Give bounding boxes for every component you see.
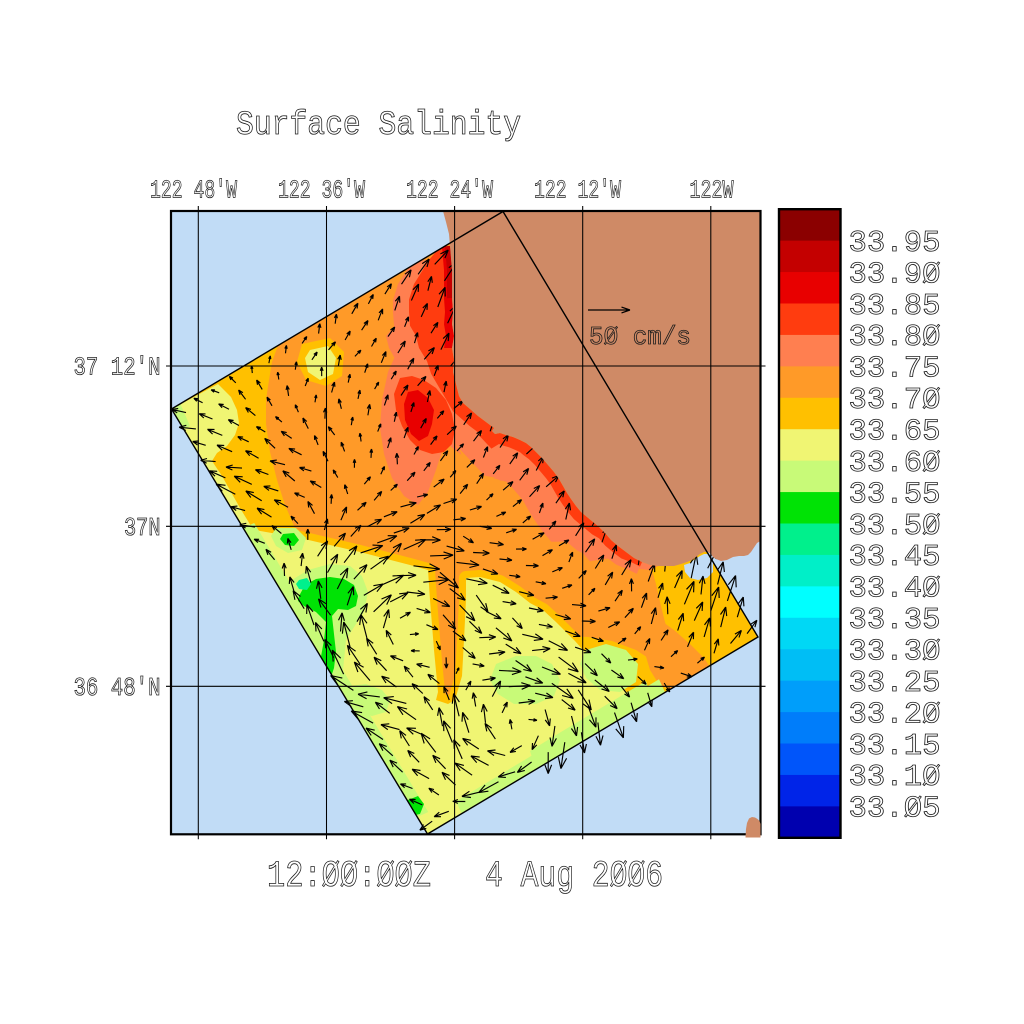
svg-text:33.55: 33.55 bbox=[849, 477, 941, 512]
svg-text:33.5Ø: 33.5Ø bbox=[849, 509, 941, 544]
svg-text:33.95: 33.95 bbox=[849, 226, 941, 261]
svg-text:33.8Ø: 33.8Ø bbox=[849, 320, 941, 355]
svg-text:33.75: 33.75 bbox=[849, 352, 941, 387]
svg-text:4 Aug 2ØØ6: 4 Aug 2ØØ6 bbox=[485, 856, 663, 898]
svg-text:33.Ø5: 33.Ø5 bbox=[849, 792, 941, 827]
svg-text:36 48'N: 36 48'N bbox=[74, 673, 161, 703]
svg-text:37 12'N: 37 12'N bbox=[74, 353, 161, 383]
svg-text:33.25: 33.25 bbox=[849, 666, 941, 701]
svg-text:122 36'W: 122 36'W bbox=[278, 176, 365, 206]
svg-text:33.85: 33.85 bbox=[849, 289, 941, 324]
svg-text:122 48'W: 122 48'W bbox=[150, 176, 237, 206]
svg-text:33.3Ø: 33.3Ø bbox=[849, 635, 941, 670]
svg-text:33.35: 33.35 bbox=[849, 603, 941, 638]
svg-text:33.1Ø: 33.1Ø bbox=[849, 760, 941, 795]
svg-text:12:ØØ:ØØZ: 12:ØØ:ØØZ bbox=[267, 856, 431, 898]
svg-text:122 24'W: 122 24'W bbox=[406, 176, 493, 206]
svg-text:33.15: 33.15 bbox=[849, 729, 941, 764]
svg-text:122W: 122W bbox=[690, 176, 734, 206]
svg-text:33.45: 33.45 bbox=[849, 540, 941, 575]
svg-text:122 12'W: 122 12'W bbox=[534, 176, 621, 206]
svg-text:37N: 37N bbox=[124, 513, 161, 543]
svg-text:33.7Ø: 33.7Ø bbox=[849, 383, 941, 418]
svg-text:33.9Ø: 33.9Ø bbox=[849, 257, 941, 292]
svg-text:Surface Salinity: Surface Salinity bbox=[236, 107, 521, 145]
svg-text:33.4Ø: 33.4Ø bbox=[849, 572, 941, 607]
svg-text:5Ø cm/s: 5Ø cm/s bbox=[589, 322, 691, 352]
svg-text:33.6Ø: 33.6Ø bbox=[849, 446, 941, 481]
svg-text:33.65: 33.65 bbox=[849, 415, 941, 450]
svg-text:33.2Ø: 33.2Ø bbox=[849, 697, 941, 732]
